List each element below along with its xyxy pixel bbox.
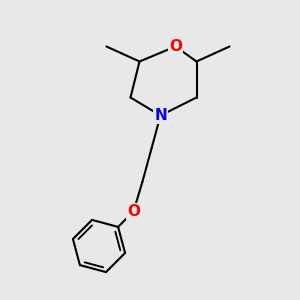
Text: O: O xyxy=(169,39,182,54)
Text: N: N xyxy=(154,108,167,123)
Text: O: O xyxy=(127,204,140,219)
